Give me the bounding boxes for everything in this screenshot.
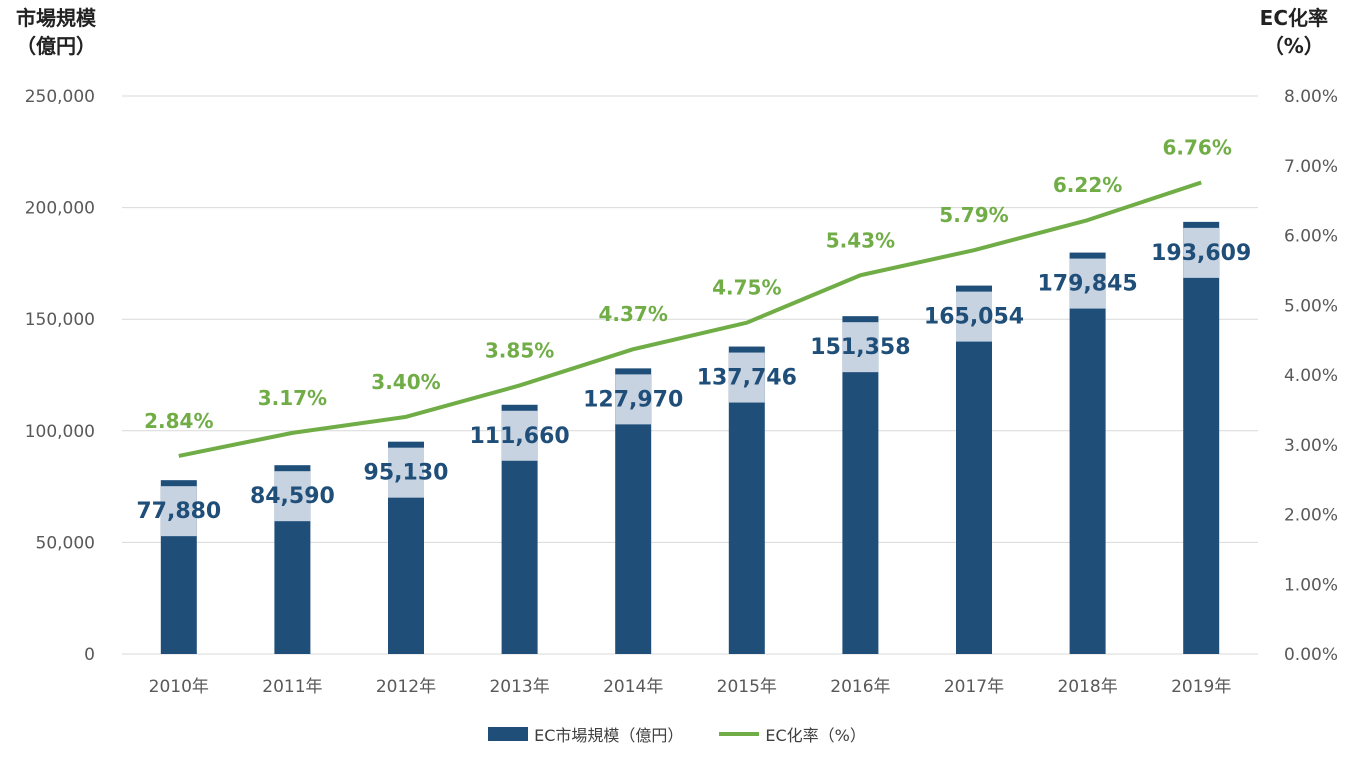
bar xyxy=(842,316,879,654)
bar-label-band xyxy=(501,410,538,461)
right-axis-title-line2: （%） xyxy=(1263,34,1324,58)
right-tick-label: 2.00% xyxy=(1284,506,1338,526)
ec-rate-polyline xyxy=(178,180,1202,458)
right-tick-label: 4.00% xyxy=(1284,366,1338,386)
x-tick-label: 2017年 xyxy=(944,677,1004,697)
x-axis-ticks: 2010年 2011年 2012年 2013年 2014年 2015年 2016年 2017年… xyxy=(149,677,1232,697)
left-tick-label: 0 xyxy=(84,645,95,665)
left-axis-title: 市場規模 （億円） xyxy=(16,4,96,60)
left-axis-ticks: 0 50,000 100,000 150,000 200,000 250,000 xyxy=(25,87,95,665)
ec-rate-value-label: 6.22% xyxy=(1053,173,1122,197)
bar-value-label: 84,590 xyxy=(250,484,335,509)
bar-value-label: 193,609 xyxy=(1151,241,1251,266)
left-tick-label: 50,000 xyxy=(36,533,95,553)
right-tick-label: 7.00% xyxy=(1284,157,1338,177)
bar xyxy=(1183,221,1220,654)
ec-rate-value-label: 2.84% xyxy=(144,409,213,433)
bar-label-band xyxy=(388,447,424,498)
left-axis-title-line2: （億円） xyxy=(16,34,96,58)
bar-value-label: 179,845 xyxy=(1037,272,1137,297)
x-tick-label: 2016年 xyxy=(830,677,890,697)
ec-rate-value-label: 5.79% xyxy=(939,203,1008,227)
x-tick-label: 2013年 xyxy=(489,677,549,697)
bar-label-band xyxy=(160,486,197,537)
right-tick-label: 3.00% xyxy=(1284,436,1338,456)
right-tick-label: 1.00% xyxy=(1284,575,1338,595)
bar-value-label: 95,130 xyxy=(364,461,449,486)
ec-rate-labels: 2.84% 3.17% 3.40% 3.85% 4.37% 4.75% 5.43% 5.79%… xyxy=(144,135,1232,432)
left-tick-label: 200,000 xyxy=(25,199,95,219)
left-axis-title-line1: 市場規模 xyxy=(16,6,96,30)
left-tick-label: 100,000 xyxy=(25,422,95,442)
legend-swatch-bar xyxy=(488,727,529,741)
ec-rate-value-label: 4.37% xyxy=(599,302,668,326)
x-tick-label: 2010年 xyxy=(149,677,209,697)
bars xyxy=(160,221,1220,655)
bar-label-band xyxy=(1069,258,1106,309)
left-tick-label: 150,000 xyxy=(25,310,95,330)
bar-value-label: 77,880 xyxy=(136,499,221,524)
bar xyxy=(956,285,992,654)
ec-rate-value-label: 3.85% xyxy=(485,338,554,362)
legend: EC市場規模（億円） EC化率（%） xyxy=(0,722,1354,746)
left-tick-label: 250,000 xyxy=(25,87,95,107)
legend-label-market: EC市場規模（億円） xyxy=(534,726,684,745)
legend-item-rate: EC化率（%） xyxy=(719,722,866,746)
right-axis-title: EC化率 （%） xyxy=(1260,4,1328,60)
x-tick-label: 2015年 xyxy=(717,677,777,697)
x-tick-label: 2011年 xyxy=(262,677,322,697)
ec-rate-value-label: 4.75% xyxy=(712,276,781,300)
bar-value-label: 137,746 xyxy=(697,366,797,391)
x-tick-label: 2014年 xyxy=(603,677,663,697)
gridlines xyxy=(122,95,1258,655)
bar-label-band xyxy=(1183,227,1220,278)
bar-label-band xyxy=(615,374,652,425)
bar-label-band xyxy=(956,291,992,342)
ec-rate-value-label: 6.76% xyxy=(1163,135,1232,159)
bar-label-band xyxy=(274,471,311,522)
bar-labels: 77,880 84,590 95,130 111,660 127,970 137,746 1… xyxy=(136,241,1251,524)
right-tick-label: 8.00% xyxy=(1284,87,1338,107)
ec-rate-value-label: 3.17% xyxy=(258,386,327,410)
bar-label-band xyxy=(842,322,879,373)
right-axis-ticks: 0.00% 1.00% 2.00% 3.00% 4.00% 5.00% 6.00% 7.00%… xyxy=(1284,87,1338,665)
right-axis-title-line1: EC化率 xyxy=(1259,6,1328,30)
legend-label-rate: EC化率（%） xyxy=(765,726,866,745)
ec-rate-value-label: 3.40% xyxy=(371,370,440,394)
legend-swatch-line xyxy=(719,732,760,736)
ec-rate-value-label: 5.43% xyxy=(826,228,895,252)
right-tick-label: 0.00% xyxy=(1284,645,1338,665)
bar-value-label: 165,054 xyxy=(924,305,1024,330)
ec-rate-line xyxy=(178,180,1202,458)
bar-value-label: 111,660 xyxy=(469,424,569,449)
bar xyxy=(1069,252,1106,655)
bar-value-label: 151,358 xyxy=(810,335,910,360)
x-tick-label: 2018年 xyxy=(1057,677,1117,697)
x-tick-label: 2012年 xyxy=(376,677,436,697)
right-tick-label: 6.00% xyxy=(1284,227,1338,247)
bar-value-label: 127,970 xyxy=(583,387,683,412)
legend-item-market: EC市場規模（億円） xyxy=(488,722,683,746)
x-tick-label: 2019年 xyxy=(1171,677,1231,697)
bar-label-band xyxy=(728,352,765,403)
right-tick-label: 5.00% xyxy=(1284,296,1338,316)
